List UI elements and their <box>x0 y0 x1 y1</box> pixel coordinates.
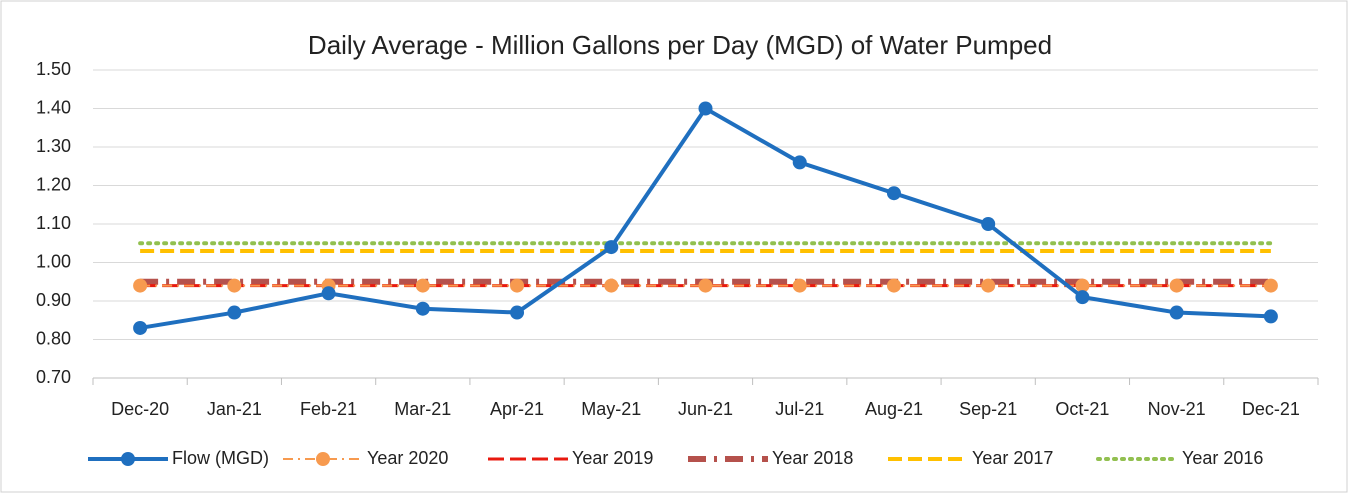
x-tick-label: Apr-21 <box>490 399 544 419</box>
data-point <box>886 186 901 201</box>
x-tick-label: Dec-20 <box>111 399 169 419</box>
data-point <box>1169 278 1184 293</box>
data-point <box>1075 290 1090 305</box>
data-point <box>1263 278 1278 293</box>
x-tick-label: Jan-21 <box>207 399 262 419</box>
x-tick-label: Jun-21 <box>678 399 733 419</box>
legend-label: Year 2017 <box>972 448 1053 468</box>
x-tick-label: Jul-21 <box>775 399 824 419</box>
y-tick-label: 1.10 <box>36 213 71 233</box>
data-point <box>1263 309 1278 324</box>
y-tick-label: 1.30 <box>36 136 71 156</box>
y-tick-label: 1.20 <box>36 174 71 194</box>
x-tick-label: Dec-21 <box>1242 399 1300 419</box>
data-point <box>698 278 713 293</box>
x-tick-label: Nov-21 <box>1148 399 1206 419</box>
data-point <box>698 101 713 116</box>
y-tick-label: 1.50 <box>36 59 71 79</box>
y-tick-label: 0.70 <box>36 367 71 387</box>
legend-marker <box>121 452 135 466</box>
legend-label: Year 2019 <box>572 448 653 468</box>
data-point <box>981 278 996 293</box>
legend-label: Year 2018 <box>772 448 853 468</box>
data-point <box>1169 305 1184 320</box>
legend-label: Year 2016 <box>1182 448 1263 468</box>
data-point <box>415 278 430 293</box>
data-point <box>604 278 619 293</box>
legend-marker <box>316 452 330 466</box>
data-point <box>133 320 148 335</box>
x-tick-label: Oct-21 <box>1055 399 1109 419</box>
data-point <box>604 240 619 255</box>
y-tick-label: 1.40 <box>36 97 71 117</box>
data-point <box>1075 278 1090 293</box>
legend-label: Year 2020 <box>367 448 448 468</box>
y-tick-label: 1.00 <box>36 251 71 271</box>
data-point <box>133 278 148 293</box>
y-tick-label: 0.80 <box>36 328 71 348</box>
chart-title: Daily Average - Million Gallons per Day … <box>308 30 1052 60</box>
x-tick-label: Feb-21 <box>300 399 357 419</box>
x-tick-label: Aug-21 <box>865 399 923 419</box>
data-point <box>792 278 807 293</box>
x-tick-label: Sep-21 <box>959 399 1017 419</box>
data-point <box>415 301 430 316</box>
legend-label: Flow (MGD) <box>172 448 269 468</box>
x-tick-label: Mar-21 <box>394 399 451 419</box>
data-point <box>792 155 807 170</box>
data-point <box>510 278 525 293</box>
data-point <box>886 278 901 293</box>
y-tick-label: 0.90 <box>36 290 71 310</box>
data-point <box>510 305 525 320</box>
data-point <box>321 286 336 301</box>
x-tick-label: May-21 <box>581 399 641 419</box>
data-point <box>227 305 242 320</box>
data-point <box>981 217 996 231</box>
data-point <box>227 278 242 293</box>
